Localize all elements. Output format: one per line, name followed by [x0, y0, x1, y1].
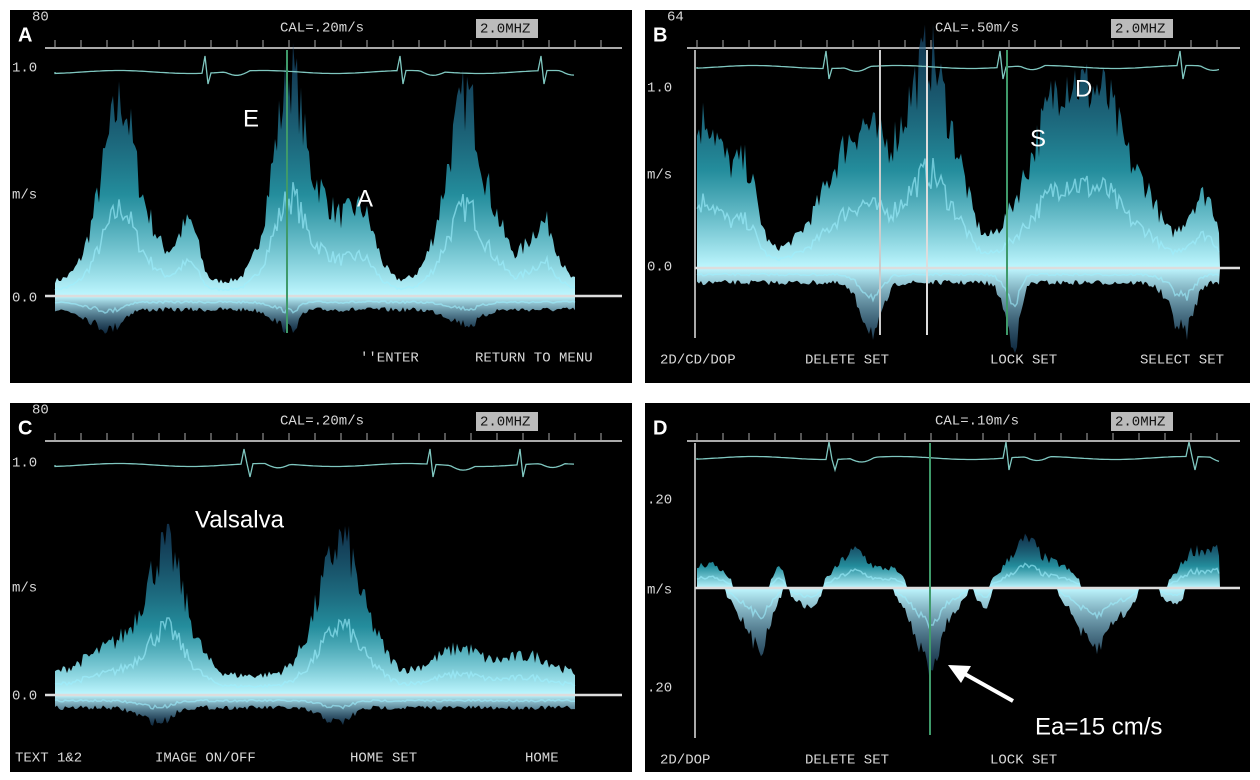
annotation: S: [1030, 125, 1046, 152]
menu-item: HOME SET: [350, 751, 417, 767]
annotation: Valsalva: [195, 506, 285, 533]
menu-item: SELECT SET: [1140, 353, 1224, 369]
doppler-spectrum: [697, 268, 1220, 354]
panel-letter: A: [18, 24, 32, 46]
calibration: CAL=.50m/s: [935, 21, 1019, 37]
axis-label: 0.0: [12, 291, 37, 307]
axis-label: .20: [647, 681, 672, 697]
spectrum-core: [696, 272, 1220, 308]
ecg-trace: [54, 55, 575, 85]
menu-item: 2D/DOP: [660, 753, 710, 769]
panel-letter: C: [18, 417, 32, 439]
arrow-head: [948, 665, 971, 683]
spectrum-core: [54, 617, 576, 689]
ecg-trace: [696, 50, 1220, 80]
frequency: 2.0MHZ: [1115, 415, 1165, 431]
menu-item: 2D/CD/DOP: [660, 353, 736, 369]
ecg-trace: [54, 448, 575, 478]
corner-label: 64: [667, 10, 684, 26]
axis-label: m/s: [12, 188, 37, 204]
spectrum-core: [54, 698, 575, 710]
doppler-spectrum: [697, 23, 1220, 268]
calibration: CAL=.10m/s: [935, 414, 1019, 430]
spectrum-core: [54, 300, 576, 314]
spectrum-core: [696, 158, 1220, 262]
menu-item: ''ENTER: [360, 351, 419, 367]
frequency-bg: [1111, 412, 1173, 431]
axis-label: m/s: [647, 168, 672, 184]
frequency-bg: [476, 412, 538, 431]
doppler-display: 64B CAL=.50m/s 2.0MHZ 1.0 m/s 0.0 S D 2D/CD/DOP D…: [647, 10, 1240, 369]
menu-item: RETURN TO MENU: [475, 351, 593, 367]
doppler-spectrum: [55, 523, 575, 695]
frequency: 2.0MHZ: [1115, 22, 1165, 38]
axis-label: 0.0: [647, 260, 672, 276]
axis-label: 1.0: [647, 81, 672, 97]
menu-item: LOCK SET: [990, 353, 1057, 369]
menu-item: IMAGE ON/OFF: [155, 751, 256, 767]
axis-label: m/s: [647, 583, 672, 599]
panel-letter: B: [653, 24, 667, 46]
annotation: E: [243, 105, 259, 132]
doppler-display: D CAL=.10m/s 2.0MHZ .20 m/s .20 Ea=15 cm/s 2D/D…: [647, 412, 1240, 769]
frequency: 2.0MHZ: [480, 415, 530, 431]
calibration: CAL=.20m/s: [280, 414, 364, 430]
doppler-panel: 64 B CAL=.50m/s 2.0MHZ 1.0 m/s 0.0 S D 2D/CD/DOP D…: [645, 10, 1250, 383]
doppler-panel: 80 C CAL=.20m/s 2.0MHZ 1.0 m/s 0.0 Valsalva TEXT…: [10, 403, 632, 772]
menu-item: DELETE SET: [805, 353, 889, 369]
menu-item: DELETE SET: [805, 753, 889, 769]
spectrum-core: [54, 182, 576, 292]
doppler-spectrum: [55, 695, 575, 726]
axis-label: 0.0: [12, 689, 37, 705]
frequency-bg: [1111, 19, 1173, 38]
ecg-trace: [696, 441, 1220, 473]
doppler-spectrum: [697, 588, 1220, 676]
annotation: Ea=15 cm/s: [1035, 713, 1162, 740]
frequency: 2.0MHZ: [480, 22, 530, 38]
annotation: A: [357, 185, 373, 212]
menu-item: TEXT 1&2: [15, 751, 82, 767]
annotation: D: [1075, 75, 1092, 102]
frequency-bg: [476, 19, 538, 38]
menu-item: LOCK SET: [990, 753, 1057, 769]
doppler-spectrum: [55, 43, 575, 296]
doppler-display: 80C CAL=.20m/s 2.0MHZ 1.0 m/s 0.0 Valsalva TEXT…: [12, 403, 622, 767]
panel-letter: D: [653, 417, 667, 439]
axis-label: 1.0: [12, 456, 37, 472]
menu-item: HOME: [525, 751, 559, 767]
corner-label: 80: [32, 10, 49, 26]
arrow-shaft: [962, 671, 1014, 703]
axis-label: m/s: [12, 581, 37, 597]
doppler-panel: 80 A CAL=.20m/s 2.0MHZ 1.0 m/s 0.0 E A ''ENTER RET…: [10, 10, 632, 383]
calibration: CAL=.20m/s: [280, 21, 364, 37]
corner-label: 80: [32, 403, 49, 419]
axis-label: .20: [647, 493, 672, 509]
axis-label: 1.0: [12, 61, 37, 77]
doppler-panel: D CAL=.10m/s 2.0MHZ .20 m/s .20 Ea=15 cm/s 2D/D…: [645, 403, 1250, 772]
